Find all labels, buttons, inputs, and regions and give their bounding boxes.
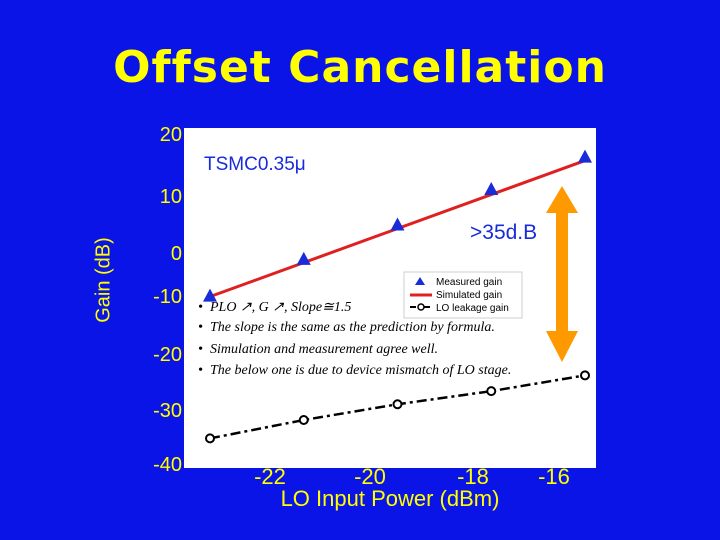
- bullet-text: Simulation and measurement agree well.: [210, 342, 438, 357]
- delta-annotation: >35d.B: [470, 221, 537, 244]
- y-tick-label: -30: [153, 400, 182, 422]
- bullet-dot: •: [198, 363, 203, 378]
- bullet-dot: •: [198, 320, 203, 335]
- x-tick-label: -20: [354, 464, 386, 489]
- measured-gain-point: [578, 149, 592, 163]
- x-tick-label: -18: [457, 464, 489, 489]
- y-tick-label: 20: [159, 124, 182, 146]
- bullet-text: The below one is due to device mismatch …: [210, 363, 511, 378]
- y-tick-label: -40: [153, 454, 182, 476]
- page-title: Offset Cancellation: [113, 42, 607, 93]
- bullet-text: The slope is the same as the prediction …: [210, 320, 495, 335]
- legend-label: Measured gain: [436, 277, 502, 288]
- measured-gain-point: [390, 217, 405, 231]
- legend-label: LO leakage gain: [436, 303, 509, 314]
- y-tick-label: -20: [153, 344, 182, 366]
- bullet-text: PLO ↗, G ↗, Slope≅1.5: [209, 300, 351, 315]
- process-annotation: TSMC0.35μ: [204, 154, 306, 175]
- x-tick-label: -22: [254, 464, 286, 489]
- bullet-dot: •: [198, 300, 203, 315]
- legend-marker-measured: [415, 277, 425, 285]
- measured-gain-point: [203, 288, 217, 302]
- measured-gain-point: [296, 251, 311, 265]
- plot-area: [184, 128, 596, 468]
- gain-difference-arrow: [546, 186, 578, 362]
- x-tick-label: -16: [538, 464, 570, 489]
- y-tick-label: -10: [153, 286, 182, 308]
- lo-leakage-gain-point: [205, 433, 215, 444]
- lo-leakage-gain-point: [392, 399, 403, 410]
- legend-label: Simulated gain: [436, 290, 502, 301]
- y-tick-label: 10: [159, 186, 182, 208]
- lo-leakage-gain-point: [486, 386, 497, 397]
- lo-leakage-gain-point: [298, 415, 309, 425]
- lo-leakage-gain-point: [580, 370, 590, 381]
- x-axis-label: LO Input Power (dBm): [280, 486, 500, 511]
- legend: Measured gain Simulated gain LO leakage …: [403, 271, 523, 319]
- y-tick-label: 0: [170, 243, 182, 265]
- bullet-dot: •: [198, 342, 203, 357]
- measured-gain-point: [484, 182, 499, 196]
